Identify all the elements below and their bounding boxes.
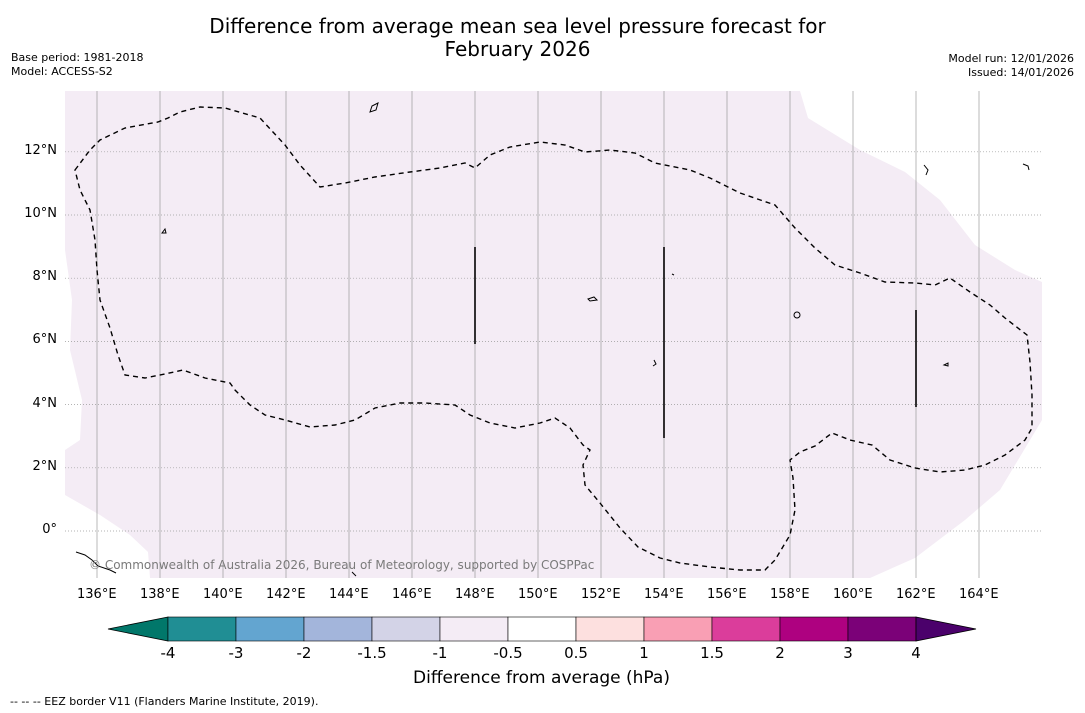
latitude-tick-label: 6°N [32,332,58,348]
longitude-tick-label: 140°E [203,587,243,602]
graticule [65,91,1042,578]
eez-legend-note: -- -- -- EEZ border V11 (Flanders Marine… [10,695,319,708]
longitude-tick-label: 146°E [392,587,432,602]
metadata-left: Base period: 1981-2018 Model: ACCESS-S2 [11,51,143,79]
longitude-tick-label: 154°E [644,587,684,602]
colorbar-swatch [643,616,713,642]
island-small-2 [652,359,657,367]
colorbar-swatch [847,616,917,642]
longitude-tick-label: 158°E [770,587,810,602]
map-title-line1: Difference from average mean sea level p… [209,14,826,38]
map-title-line2: February 2026 [444,37,591,61]
model-text: Model: ACCESS-S2 [11,65,113,78]
longitude-tick-label: 136°E [77,587,117,602]
colorbar [107,616,977,642]
issued-text: Issued: 14/01/2026 [967,66,1074,79]
longitude-tick-label: 148°E [455,587,495,602]
colorbar-tick-label: -1 [432,644,448,662]
longitude-tick-label: 156°E [707,587,747,602]
colorbar-swatch [711,616,781,642]
latitude-tick-label: 2°N [32,458,58,474]
colorbar-tick-label: -2 [296,644,312,662]
colorbar-swatch [303,616,373,642]
colorbar-swatch [167,616,237,642]
colorbar-tick-label: 3 [843,644,853,662]
colorbar-swatch [235,616,305,642]
colorbar-swatch [439,616,509,642]
longitude-tick-label: 138°E [140,587,180,602]
island-chuuk [587,296,599,302]
longitude-tick-label: 164°E [959,587,999,602]
latitude-tick-label: 12°N [24,142,57,158]
colorbar-tick-label: -0.5 [493,644,523,662]
colorbar-swatch [779,616,849,642]
colorbar-tick-label: 0.5 [564,644,588,662]
island-small-5 [351,571,357,577]
latitude-tick-label: 4°N [32,395,58,411]
colorbar-tick-label: 1.5 [700,644,724,662]
eez-border [74,106,1033,571]
colorbar-swatch [575,616,645,642]
anomaly-fill-region [65,91,1042,578]
longitude-tick-label: 144°E [329,587,369,602]
island-small-4 [923,164,929,176]
colorbar-tick-label: -4 [160,644,176,662]
island-png-coast [75,551,117,574]
island-small-1 [671,273,675,276]
longitude-tick-label: 150°E [518,587,558,602]
colorbar-over-arrow [915,616,977,642]
colorbar-swatch [371,616,441,642]
longitude-tick-label: 142°E [266,587,306,602]
island-pohnpei [793,311,801,319]
model-run-text: Model run: 12/01/2026 [948,52,1074,65]
longitude-tick-label: 162°E [896,587,936,602]
islands [75,102,1030,577]
island-kosrae [942,362,949,367]
longitude-tick-label: 160°E [833,587,873,602]
copyright-text: © Commonwealth of Australia 2026, Bureau… [89,558,595,572]
base-period-text: Base period: 1981-2018 [11,51,144,64]
longitude-tick-label: 152°E [581,587,621,602]
colorbar-title: Difference from average (hPa) [413,668,670,688]
island-yap [161,227,167,234]
latitude-tick-label: 0° [42,522,57,537]
colorbar-tick-label: 1 [639,644,649,662]
colorbar-under-arrow [107,616,169,642]
colorbar-tick-label: -1.5 [357,644,387,662]
island-small-3 [1022,163,1030,171]
colorbar-tick-label: 2 [775,644,785,662]
colorbar-tick-label: -3 [228,644,244,662]
latitude-tick-label: 8°N [32,269,58,285]
colorbar-swatch [507,616,577,642]
colorbar-tick-label: 4 [911,644,921,662]
metadata-right: Model run: 12/01/2026 Issued: 14/01/2026 [948,52,1074,80]
latitude-tick-label: 10°N [24,206,57,221]
island-guam [369,102,379,113]
